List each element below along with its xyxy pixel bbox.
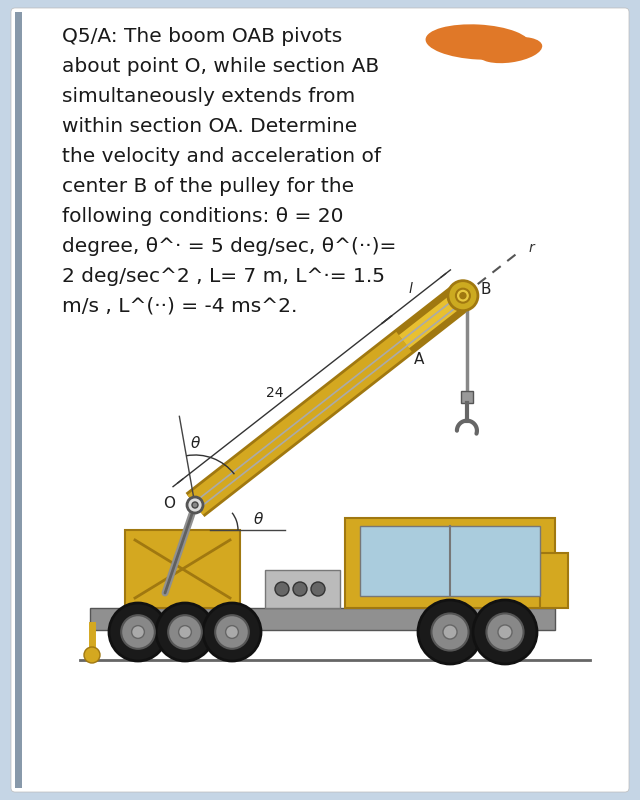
Circle shape bbox=[498, 625, 512, 639]
Circle shape bbox=[460, 293, 466, 298]
Circle shape bbox=[473, 600, 537, 664]
Circle shape bbox=[443, 625, 457, 639]
Circle shape bbox=[431, 614, 468, 650]
Polygon shape bbox=[540, 553, 568, 608]
Text: A: A bbox=[414, 352, 424, 367]
Polygon shape bbox=[461, 390, 473, 402]
Text: center B of the pulley for the: center B of the pulley for the bbox=[62, 177, 354, 196]
Text: B: B bbox=[481, 282, 492, 297]
Text: 24: 24 bbox=[266, 386, 283, 400]
Ellipse shape bbox=[426, 24, 531, 60]
FancyBboxPatch shape bbox=[11, 8, 629, 792]
Text: 2 deg/sec^2 , L= 7 m, L^·= 1.5: 2 deg/sec^2 , L= 7 m, L^·= 1.5 bbox=[62, 267, 385, 286]
Circle shape bbox=[226, 626, 238, 638]
Circle shape bbox=[275, 582, 289, 596]
Circle shape bbox=[132, 626, 145, 638]
Polygon shape bbox=[360, 526, 540, 596]
Circle shape bbox=[179, 626, 191, 638]
Circle shape bbox=[293, 582, 307, 596]
Text: m/s , L^(··) = -4 ms^2.: m/s , L^(··) = -4 ms^2. bbox=[62, 297, 298, 316]
Text: simultaneously extends from: simultaneously extends from bbox=[62, 87, 355, 106]
Circle shape bbox=[121, 615, 155, 649]
Circle shape bbox=[192, 502, 198, 508]
Polygon shape bbox=[90, 608, 555, 630]
Text: l: l bbox=[408, 282, 412, 296]
Polygon shape bbox=[125, 530, 240, 608]
Text: θ: θ bbox=[253, 511, 262, 526]
Text: θ: θ bbox=[190, 435, 200, 450]
Circle shape bbox=[456, 289, 470, 302]
Circle shape bbox=[203, 603, 261, 661]
Circle shape bbox=[187, 497, 203, 513]
Circle shape bbox=[156, 603, 214, 661]
Text: following conditions: θ = 20: following conditions: θ = 20 bbox=[62, 207, 344, 226]
Circle shape bbox=[486, 614, 524, 650]
Circle shape bbox=[311, 582, 325, 596]
Text: the velocity and acceleration of: the velocity and acceleration of bbox=[62, 147, 381, 166]
Text: Q5/A: The boom OAB pivots: Q5/A: The boom OAB pivots bbox=[62, 27, 342, 46]
Bar bbox=[15, 12, 22, 788]
Text: O: O bbox=[163, 495, 175, 510]
Circle shape bbox=[418, 600, 482, 664]
Polygon shape bbox=[265, 570, 340, 608]
Text: degree, θ^· = 5 deg/sec, θ^(··)=: degree, θ^· = 5 deg/sec, θ^(··)= bbox=[62, 237, 396, 256]
Text: about point O, while section AB: about point O, while section AB bbox=[62, 57, 379, 76]
Text: r: r bbox=[528, 241, 534, 254]
Circle shape bbox=[215, 615, 249, 649]
Circle shape bbox=[168, 615, 202, 649]
Polygon shape bbox=[345, 518, 555, 608]
Circle shape bbox=[448, 281, 478, 310]
Ellipse shape bbox=[478, 37, 542, 63]
Circle shape bbox=[109, 603, 167, 661]
Text: within section OA. Determine: within section OA. Determine bbox=[62, 117, 357, 136]
Circle shape bbox=[84, 647, 100, 663]
